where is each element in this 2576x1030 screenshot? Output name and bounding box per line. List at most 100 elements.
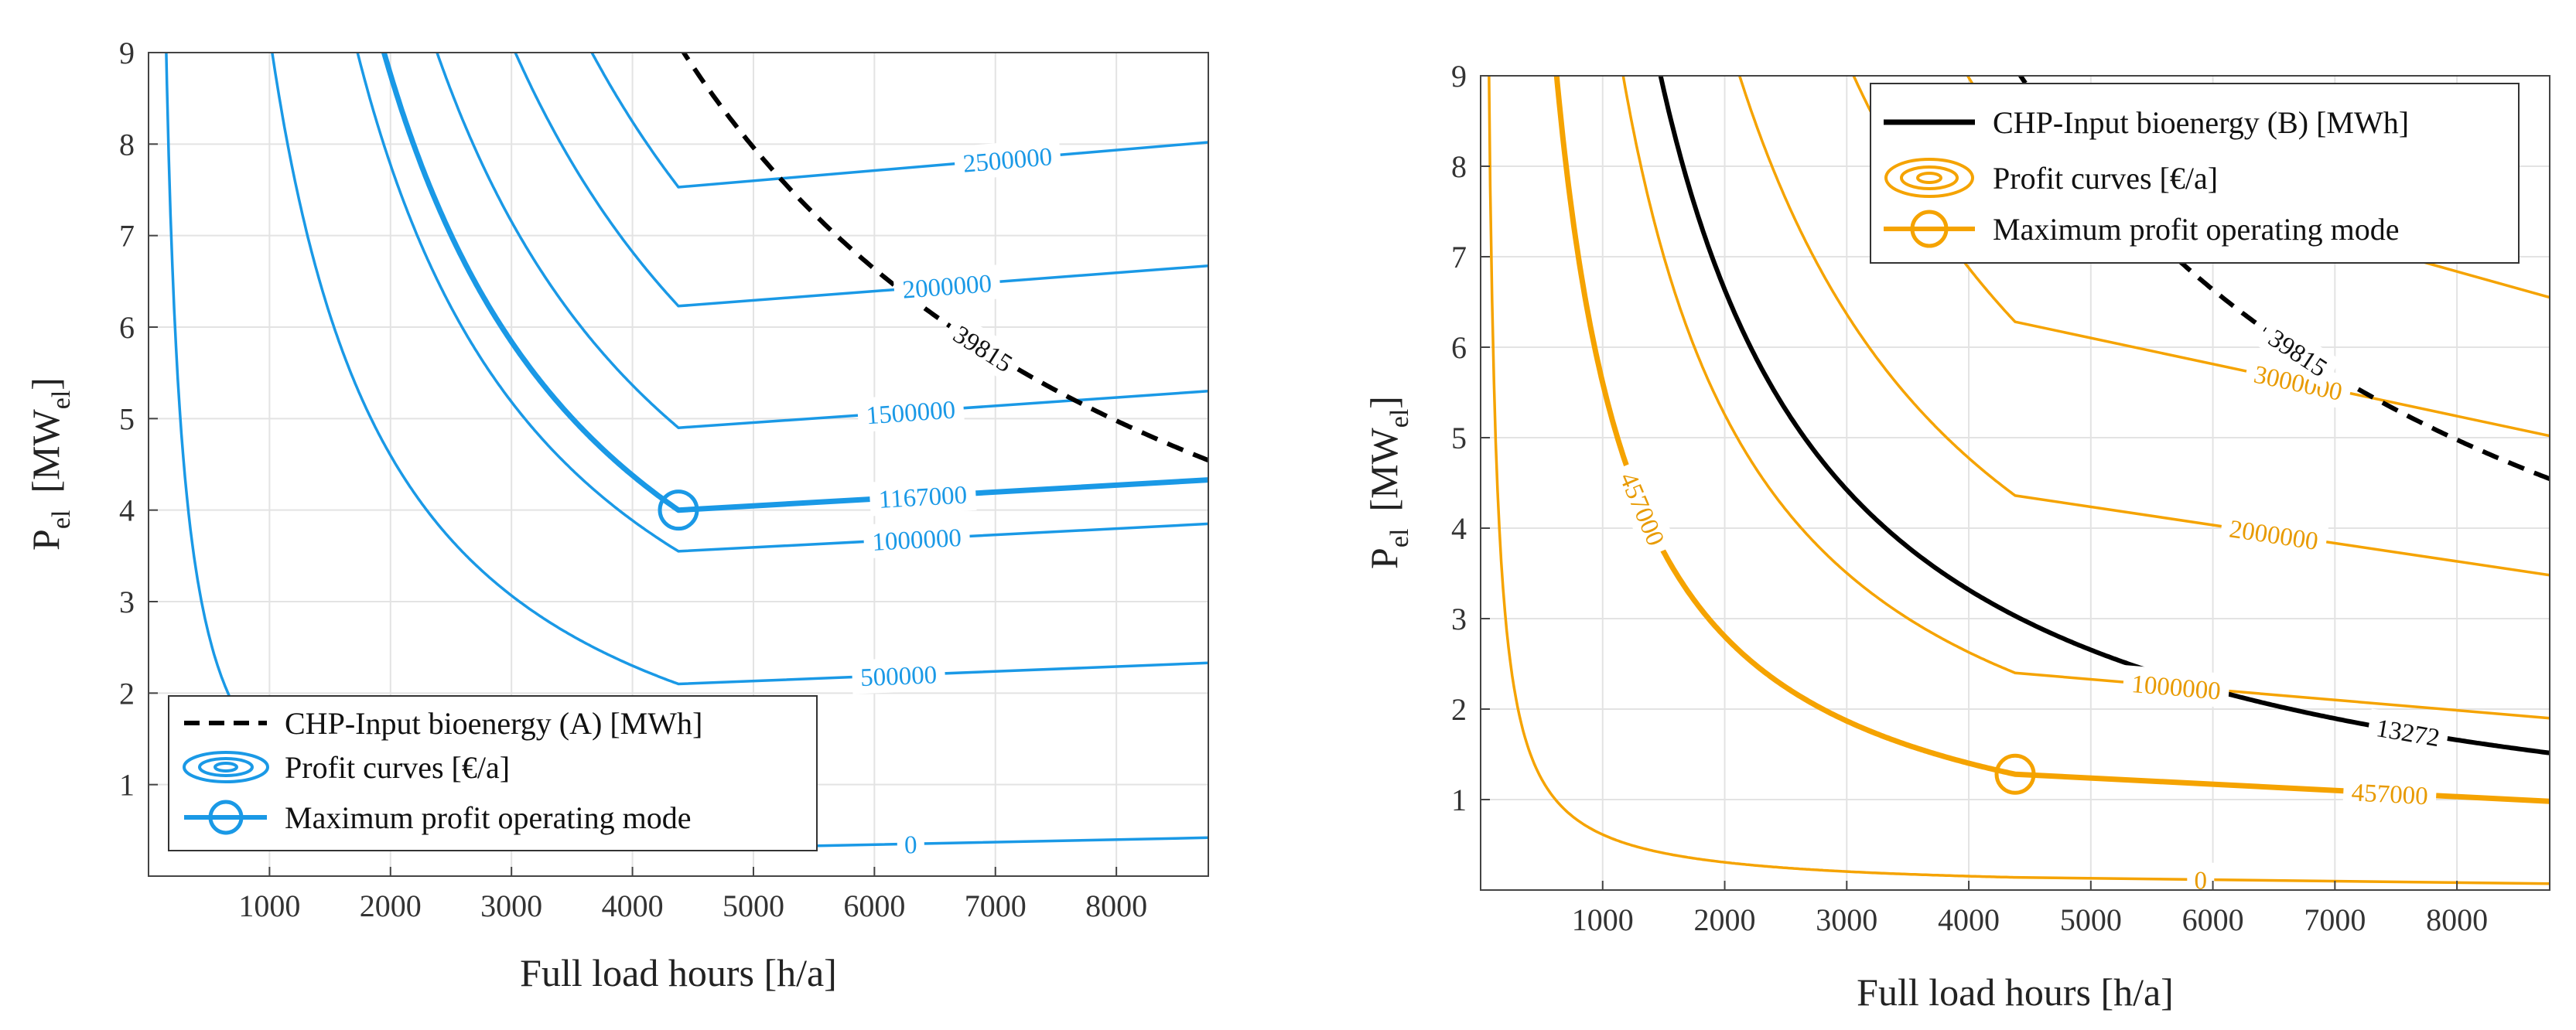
x-tick-label: 6000: [2182, 902, 2244, 937]
y-label-unit-close-b: ]: [1362, 396, 1406, 409]
y-tick-label: 8: [1451, 149, 1467, 184]
profit-curve-1167000: [381, 53, 1208, 513]
y-tick-label: 5: [1451, 421, 1467, 455]
x-tick-label: 4000: [602, 888, 664, 923]
y-tick-label: 3: [119, 585, 135, 619]
legend-a-profit-label: Profit curves [€/a]: [285, 750, 510, 785]
y-label-sub-a: el: [47, 510, 76, 530]
y-tick-label: 7: [119, 219, 135, 254]
y-label-unit-sub-a: el: [47, 391, 76, 410]
profit-curve-label-1500000: 1500000: [866, 396, 957, 430]
legend-b-profit-swatch: [1884, 158, 1974, 198]
profit-curve-label-1167000: 1167000: [878, 481, 968, 513]
y-tick-label: 2: [1451, 692, 1467, 727]
legend-box-a: [168, 695, 818, 851]
profit-curve-label-0-bg: [897, 826, 925, 861]
profit-curve-2000000: [514, 53, 1208, 308]
y-label-unit-sub-b: el: [1385, 409, 1414, 428]
profit-curve-label-3000000-bg: [2243, 354, 2354, 411]
profit-curve-1000000: [1621, 76, 2550, 720]
profit-curve-label-1000000: 1000000: [872, 524, 962, 557]
chart-panel-b: 0457000457000100000020000003000000400000…: [1362, 59, 2550, 1014]
x-tick-label: 7000: [965, 888, 1027, 923]
y-label-unit-close-a: ]: [24, 377, 67, 391]
legend-b-optimum-label: Maximum profit operating mode: [1993, 212, 2399, 247]
profit-curve-0: [1488, 76, 2550, 885]
x-tick-label: 3000: [1816, 902, 1877, 937]
x-tick-label: 8000: [2426, 902, 2488, 937]
input-curve-label-39815-bg: [940, 312, 1027, 384]
optimum-marker: [658, 489, 699, 531]
legend-b-optimum-swatch-marker: [1910, 210, 1949, 248]
profit-curve-label-1000000-group: 1000000: [2122, 665, 2231, 708]
y-label-unit-b: [MW: [1362, 427, 1406, 511]
legend-box-b: [1870, 83, 2520, 264]
profit-curve-label-1000000-group: 1000000: [863, 519, 971, 559]
x-tick-label: 5000: [2060, 902, 2122, 937]
y-axis-label-b: Pel[MWel]: [1362, 396, 1414, 569]
profit-curve-label-500000-group: 500000: [851, 656, 946, 694]
y-axis-label-a: Pel[MWel]: [24, 377, 76, 551]
svg-text:Pel[MWel]: Pel[MWel]: [1362, 396, 1414, 569]
y-label-unit-a: [MW: [24, 408, 67, 493]
ticks-a: 1000 2000 3000 4000 5000 6000 7000 8000 1 2 3 4 5 6 7 8…: [119, 36, 1147, 923]
y-tick-label: 2: [119, 676, 135, 711]
x-tick-label: 7000: [2304, 902, 2366, 937]
y-tick-label: 4: [1451, 511, 1467, 546]
y-tick-label: 9: [119, 36, 135, 70]
profit-curve-label-457000-bg: [2342, 773, 2438, 813]
x-axis-label-a: Full load hours [h/a]: [520, 951, 837, 994]
profit-curve-1000000: [356, 53, 1208, 553]
profit-curve-label-1500000-bg: [856, 391, 965, 433]
profit-curve-label-457000: 457000: [2351, 779, 2429, 810]
profit-curve-label-2500000-group: 2500000: [953, 138, 1062, 181]
x-tick-label: 2000: [360, 888, 422, 923]
plot-frame-b: [1480, 75, 2550, 891]
x-tick-label: 8000: [1085, 888, 1147, 923]
y-label-main-a: P: [24, 529, 67, 551]
legend-a-optimum-label: Maximum profit operating mode: [285, 800, 691, 835]
profit-curve-label-2000000-bg: [2219, 509, 2329, 559]
input-curve-39815: [681, 53, 1208, 462]
y-tick-label: 9: [1451, 59, 1467, 94]
profit-curve-2000000: [1737, 76, 2550, 577]
y-tick-label: 6: [119, 310, 135, 345]
legend-a-profit-swatch: [183, 751, 269, 783]
profit-curve-label-2000000-group: 2000000: [893, 264, 1002, 307]
legend-a-optimum-swatch-marker: [208, 800, 244, 835]
profit-curve-1500000: [436, 53, 1208, 429]
legend-b-profit-label: Profit curves [€/a]: [1993, 161, 2218, 196]
profit-curve-label-0: 0: [904, 831, 917, 859]
x-tick-label: 1000: [238, 888, 300, 923]
profit-curve-label-457000-left-bg: [1609, 459, 1677, 558]
input-curve-label-39815-bg: [2255, 316, 2342, 389]
profit-curve-label-2000000: 2000000: [901, 270, 992, 305]
profit-curve-label-2500000-bg: [953, 138, 1062, 181]
y-tick-label: 4: [119, 493, 135, 528]
x-tick-label: 4000: [1938, 902, 2000, 937]
x-tick-label: 2000: [1694, 902, 1756, 937]
profit-curve-label-1167000-group: 1167000: [869, 476, 977, 517]
svg-text:Pel[MWel]: Pel[MWel]: [24, 377, 76, 551]
profit-curve-label-500000-bg: [851, 656, 946, 694]
profit-curve-label-0-bg: [2187, 862, 2215, 897]
input-curve-label-13272-right-bg: [2366, 708, 2451, 756]
y-tick-label: 1: [1451, 783, 1467, 817]
y-tick-label: 1: [119, 768, 135, 803]
legend-a-input-label: CHP-Input bioenergy (A) [MWh]: [285, 706, 702, 741]
y-tick-label: 3: [1451, 602, 1467, 636]
y-label-sub-b: el: [1385, 529, 1414, 548]
profit-curve-label-1000000-bg: [2122, 665, 2231, 708]
profit-curve-2500000: [590, 53, 1208, 189]
x-tick-label: 1000: [1572, 902, 1634, 937]
y-tick-label: 7: [1451, 240, 1467, 275]
profit-curve-label-1000000-bg: [863, 519, 971, 559]
profit-curve-label-0-group: 0: [2187, 862, 2215, 897]
profit-curve-500000: [271, 53, 1208, 686]
x-axis-label-b: Full load hours [h/a]: [1857, 970, 2174, 1014]
x-tick-label: 3000: [480, 888, 542, 923]
profit-curve-label-500000: 500000: [860, 661, 938, 692]
profit-curve-label-1500000-group: 1500000: [856, 391, 965, 433]
ticks-b: 1000 2000 3000 4000 5000 6000 7000 8000 1 2 3 4 5 6 7 8…: [1451, 59, 2488, 937]
